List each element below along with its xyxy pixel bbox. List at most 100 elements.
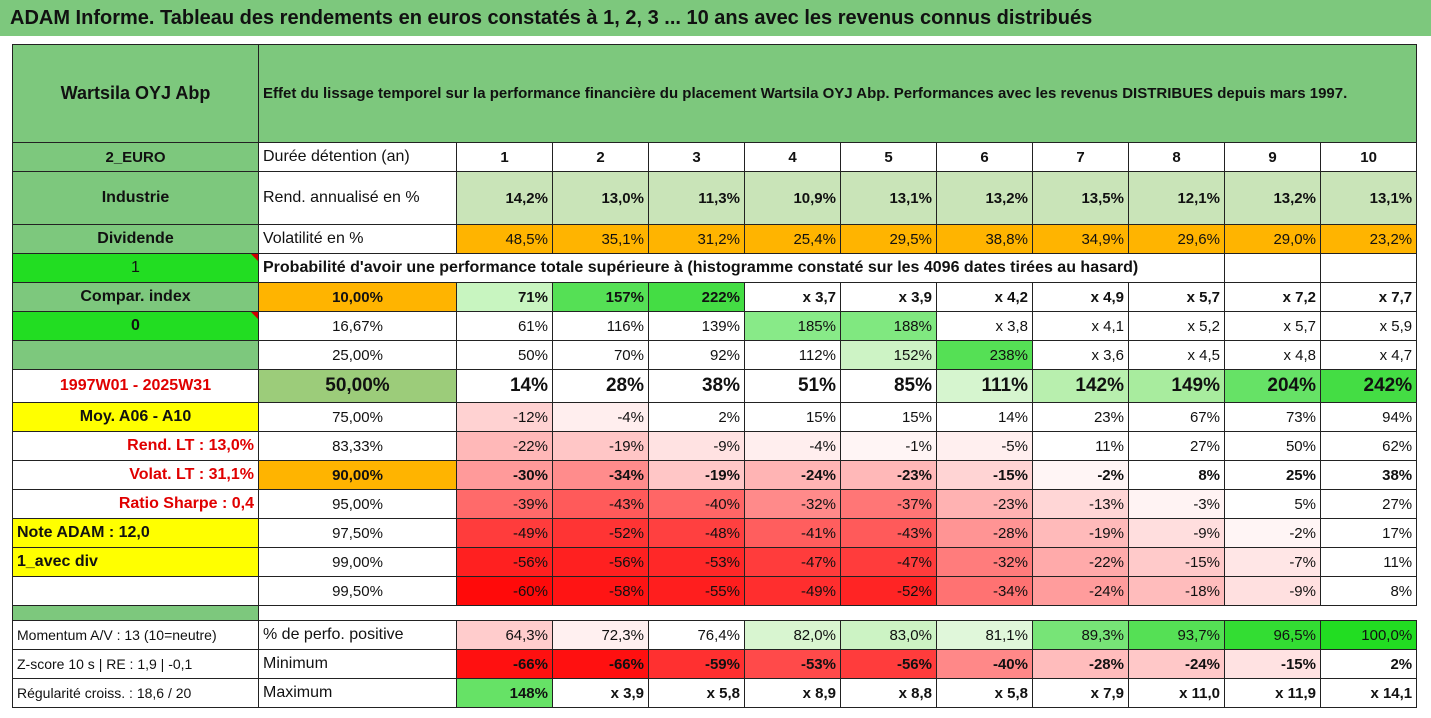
probability-cell: -4% [744,431,841,461]
maximum-cell: 148% [456,678,553,708]
probability-cell: -32% [936,547,1033,577]
threshold-label: 50,00% [258,369,457,403]
long-term-volatility-label: Volat. LT : 31,1% [12,460,259,490]
maximum-cell: x 5,8 [936,678,1033,708]
probability-cell: 50% [456,340,553,370]
minimum-cell: -59% [648,649,745,679]
probability-cell: 73% [1224,402,1321,432]
probability-row: Volat. LT : 31,1% 90,00% -30% -34% -19% -24% -… [12,460,1418,490]
probability-row: Rend. LT : 13,0% 83,33% -22% -19% -9% -4% -1% -… [12,431,1418,461]
minimum-cell: -28% [1032,649,1129,679]
return-cell: 14,2% [456,171,553,225]
minimum-cell: -40% [936,649,1033,679]
threshold-label: 97,50% [258,518,457,548]
year-header: 6 [936,142,1033,172]
positive-performance-cell: 81,1% [936,620,1033,650]
probability-cell: 71% [456,282,553,312]
probability-cell: 5% [1224,489,1321,519]
probability-cell: 204% [1224,369,1321,403]
probability-cell: -2% [1224,518,1321,548]
probability-cell: -40% [648,489,745,519]
probability-cell: -28% [936,518,1033,548]
threshold-label: 75,00% [258,402,457,432]
index-selector[interactable]: 0 [12,311,259,341]
probability-cell: -18% [1128,576,1225,606]
probability-cell: x 7,2 [1224,282,1321,312]
probability-cell: 62% [1319,431,1418,461]
performance-table: Wartsila OYJ Abp Effet du lissage tempor… [12,44,1418,708]
minimum-cell: -24% [1128,649,1225,679]
probability-cell: 14% [936,402,1033,432]
threshold-label: 10,00% [258,282,457,312]
threshold-label: 95,00% [258,489,457,519]
probability-cell: 27% [1128,431,1225,461]
volatility-cell: 38,8% [936,224,1033,254]
spacer-cell [12,605,259,621]
probability-cell: 92% [648,340,745,370]
probability-cell: 152% [840,340,937,370]
positive-performance-cell: 89,3% [1032,620,1129,650]
maximum-cell: x 8,8 [840,678,937,708]
probability-cell: -3% [1128,489,1225,519]
maximum-label: Maximum [258,678,457,708]
probability-cell: -23% [936,489,1033,519]
annualized-return-row: Industrie Rend. annualisé en % 14,2% 13,… [12,171,1418,225]
probability-row: Compar. index 10,00% 71% 157% 222% x 3,7 x 3,9… [12,282,1418,312]
minimum-cell: -15% [1224,649,1321,679]
volatility-cell: 29,5% [840,224,937,254]
probability-row: 99,50% -60% -58% -55% -49% -52% -34% -24% -18% -9… [12,576,1418,606]
probability-cell: 2% [648,402,745,432]
threshold-label: 25,00% [258,340,457,370]
probability-cell: 17% [1319,518,1418,548]
probability-cell: -9% [648,431,745,461]
minimum-cell: -56% [840,649,937,679]
return-cell: 11,3% [648,171,745,225]
probability-cell: 38% [1319,460,1418,490]
indicator-label: Z-score 10 s | RE : 1,9 | -0,1 [12,649,259,679]
volatility-cell: 29,6% [1128,224,1225,254]
probability-cell: -47% [744,547,841,577]
selector-cell[interactable]: 1 [12,253,259,283]
probability-cell: 149% [1128,369,1225,403]
statistics-rows: Momentum A/V : 13 (10=neutre)% de perfo.… [12,620,1418,708]
probability-cell: x 4,8 [1224,340,1321,370]
probability-cell: 38% [648,369,745,403]
probability-cell: x 7,7 [1319,282,1418,312]
probability-cell: -39% [456,489,553,519]
positive-performance-cell: 96,5% [1224,620,1321,650]
probability-cell: -24% [744,460,841,490]
probability-cell: 23% [1032,402,1129,432]
return-label: Rend. annualisé en % [258,171,457,225]
income-mode-label: 1_avec div [12,547,259,577]
volatility-cell: 25,4% [744,224,841,254]
probability-cell: x 5,2 [1128,311,1225,341]
date-range-label: 1997W01 - 2025W31 [12,369,259,403]
probability-cell: 139% [648,311,745,341]
probability-cell: -58% [552,576,649,606]
probability-cell: -9% [1224,576,1321,606]
probability-cell: x 5,9 [1319,311,1418,341]
maximum-cell: x 3,9 [552,678,649,708]
year-header: 9 [1224,142,1321,172]
probability-cell: -19% [552,431,649,461]
report-frame: Wartsila OYJ Abp Effet du lissage tempor… [0,36,1431,718]
probability-cell: -22% [1032,547,1129,577]
probability-row: 0 16,67% 61% 116% 139% 185% 188% x 3,8 x 4,1 x 5,… [12,311,1418,341]
probability-row: 1997W01 - 2025W31 50,00% 14% 28% 38% 51% 85% 11… [12,369,1418,403]
year-header: 3 [648,142,745,172]
probability-cell: -24% [1032,576,1129,606]
probability-cell: 28% [552,369,649,403]
probability-cell: -22% [456,431,553,461]
positive-performance-cell: 83,0% [840,620,937,650]
probability-rows: Compar. index 10,00% 71% 157% 222% x 3,7 x 3,9… [12,282,1418,606]
volatility-cell: 29,0% [1224,224,1321,254]
probability-cell: -13% [1032,489,1129,519]
probability-cell: -5% [936,431,1033,461]
threshold-label: 99,50% [258,576,457,606]
maximum-cell: x 11,0 [1128,678,1225,708]
indicator-label: Momentum A/V : 13 (10=neutre) [12,620,259,650]
probability-row: Moy. A06 - A10 75,00% -12% -4% 2% 15% 15% 14% 23… [12,402,1418,432]
probability-cell: -34% [936,576,1033,606]
probability-cell: 61% [456,311,553,341]
maximum-row: Régularité croiss. : 18,6 / 20 Maximum 148… [12,678,1418,708]
